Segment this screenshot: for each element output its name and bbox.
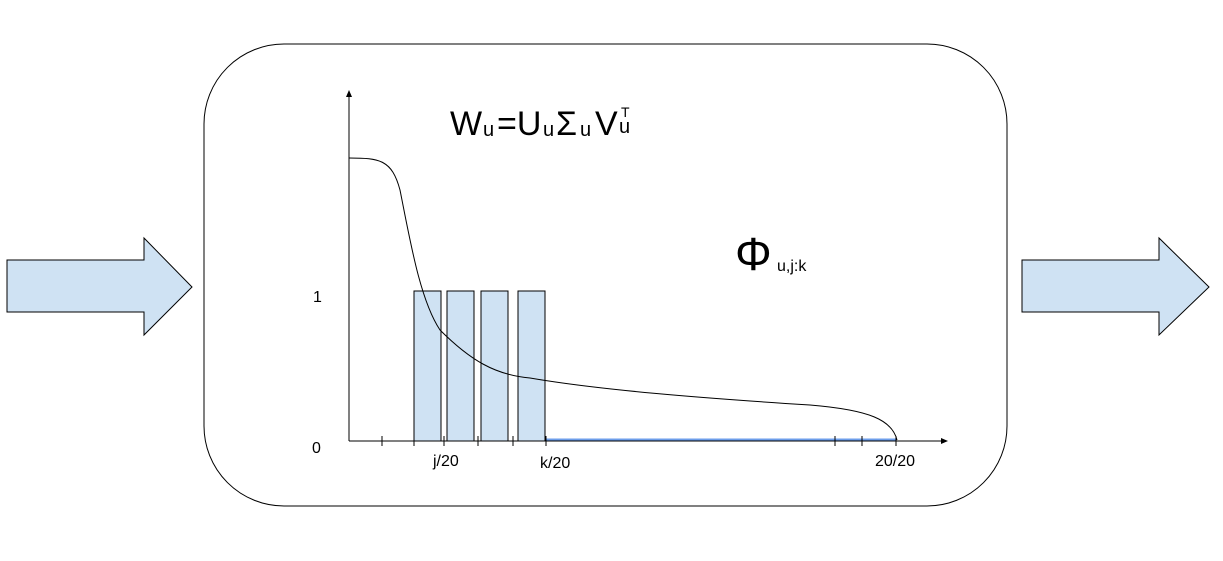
formula-sigma: Σ	[556, 105, 577, 143]
output-arrow	[1021, 236, 1210, 337]
window-bar	[480, 290, 509, 442]
window-bar	[413, 290, 442, 442]
formula-w: W	[450, 105, 482, 143]
phi-symbol: Φ	[735, 228, 772, 280]
x-label-j: j/20	[432, 453, 459, 470]
singular-value-curve	[348, 157, 898, 441]
formula-u-sub: u	[543, 119, 554, 141]
formula-v-sup: T	[621, 104, 630, 120]
window-bar	[446, 290, 475, 442]
x-label-k: k/20	[540, 455, 570, 472]
x-axis-arrowhead	[941, 438, 948, 444]
window-bar	[517, 290, 546, 442]
input-arrow	[6, 236, 193, 337]
formula-eq-u: =U	[497, 105, 541, 143]
formula-v-sub: u	[619, 116, 630, 138]
window-bars	[413, 290, 546, 442]
formula-w-sub: u	[483, 119, 494, 141]
formula-v: V	[595, 105, 618, 143]
formula-sigma-sub: u	[580, 119, 591, 141]
phi-subscript: u,j:k	[777, 258, 807, 275]
y-tick-label-0: 0	[312, 440, 321, 457]
y-axis-arrowhead	[346, 90, 352, 97]
x-label-end: 20/20	[875, 453, 915, 470]
axes	[346, 90, 948, 444]
svd-formula: W u =U u Σ u V T u	[450, 104, 630, 143]
phi-label: Φ u,j:k	[735, 228, 807, 280]
y-tick-label-1: 1	[313, 289, 322, 306]
module-box	[203, 43, 1008, 507]
